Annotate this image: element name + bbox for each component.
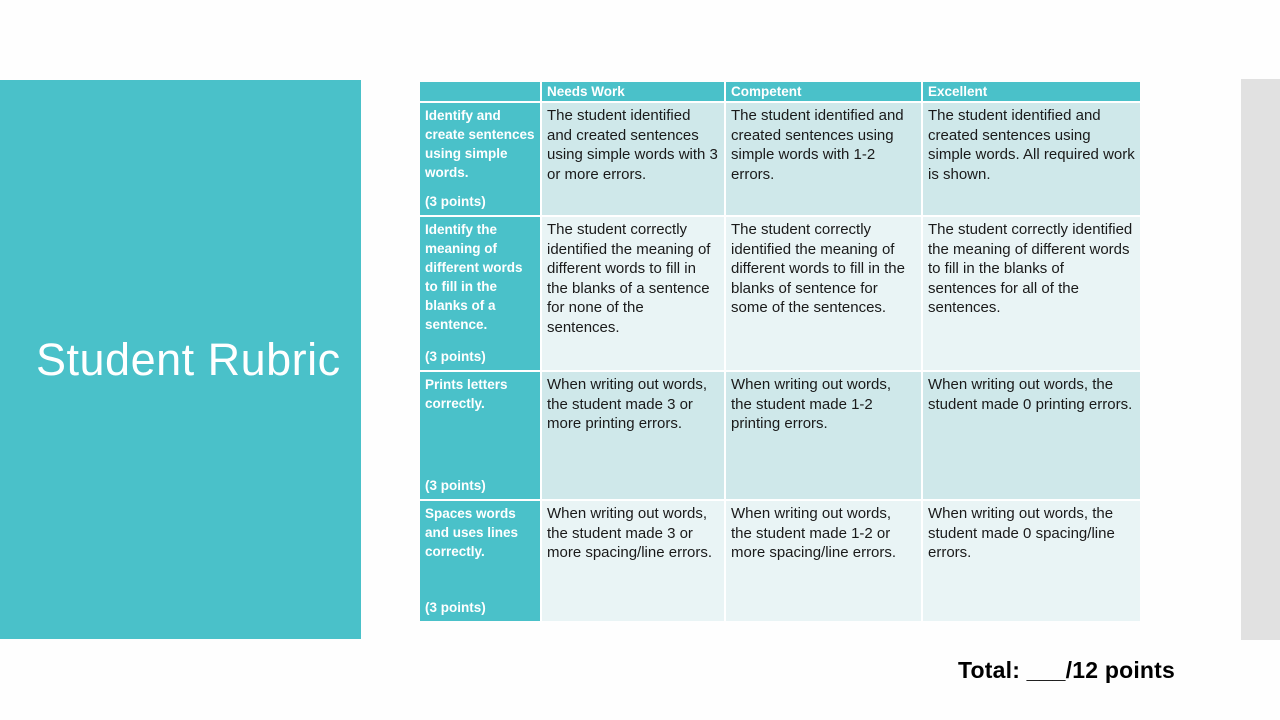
cell-row2-needs-work: The student correctly identified the mea… — [542, 217, 724, 370]
cell-row1-competent: The student identified and created sente… — [726, 103, 921, 215]
table-corner-cell — [420, 82, 540, 101]
points-label: (3 points) — [425, 349, 486, 364]
row-header-identify-create-sentences: Identify and create sentences using simp… — [420, 103, 540, 215]
points-label: (3 points) — [425, 600, 486, 615]
total-points-label: Total: ___/12 points — [958, 657, 1176, 683]
cell-row4-competent: When writing out words, the student made… — [726, 501, 921, 621]
cell-row3-competent: When writing out words, the student made… — [726, 372, 921, 499]
criterion-label: Prints letters correctly. — [425, 377, 508, 411]
row-header-identify-meaning: Identify the meaning of different words … — [420, 217, 540, 370]
cell-row3-needs-work: When writing out words, the student made… — [542, 372, 724, 499]
column-header-needs-work: Needs Work — [542, 82, 724, 101]
slide-title: Student Rubric — [36, 333, 341, 385]
criterion-label: Spaces words and uses lines correctly. — [425, 506, 519, 559]
rubric-table: Needs Work Competent Excellent Identify … — [420, 82, 1140, 621]
row-header-spaces-words: Spaces words and uses lines correctly. (… — [420, 501, 540, 621]
row-header-prints-letters: Prints letters correctly. (3 points) — [420, 372, 540, 499]
title-panel: Student Rubric — [0, 80, 361, 639]
points-label: (3 points) — [425, 194, 486, 209]
cell-row3-excellent: When writing out words, the student made… — [923, 372, 1140, 499]
cell-row2-excellent: The student correctly identified the mea… — [923, 217, 1140, 370]
column-header-competent: Competent — [726, 82, 921, 101]
right-edge-strip — [1241, 79, 1280, 640]
cell-row1-needs-work: The student identified and created sente… — [542, 103, 724, 215]
cell-row1-excellent: The student identified and created sente… — [923, 103, 1140, 215]
cell-row4-excellent: When writing out words, the student made… — [923, 501, 1140, 621]
column-header-excellent: Excellent — [923, 82, 1140, 101]
points-label: (3 points) — [425, 478, 486, 493]
cell-row2-competent: The student correctly identified the mea… — [726, 217, 921, 370]
criterion-label: Identify and create sentences using simp… — [425, 108, 535, 180]
criterion-label: Identify the meaning of different words … — [425, 222, 523, 332]
cell-row4-needs-work: When writing out words, the student made… — [542, 501, 724, 621]
